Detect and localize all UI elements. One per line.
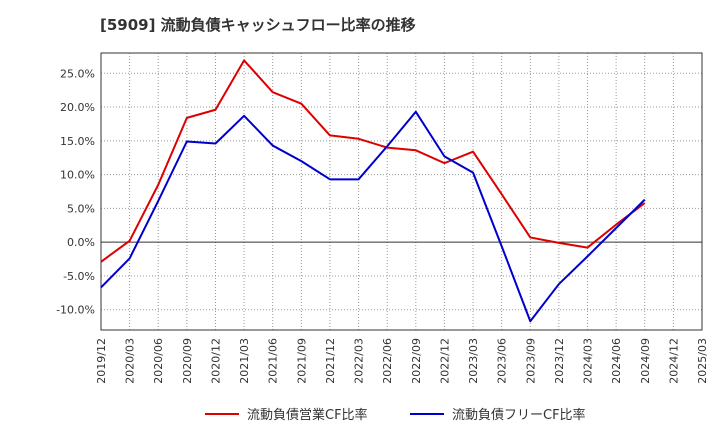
x-tick-label: 2020/03 [124,338,137,384]
x-tick-label: 2021/03 [238,338,251,384]
x-tick-label: 2024/12 [667,338,680,384]
x-tick-label: 2022/12 [438,338,451,384]
legend-swatch-series1 [205,412,239,415]
tick-label-layer: 2019/12 2020/03 2020/06 2020/09 2020/12 2021/… [56,67,709,383]
legend-label-series1: 流動負債営業CF比率 [247,408,368,423]
x-tick-label: 2022/03 [353,338,366,384]
y-tick-label: -10.0% [56,304,95,317]
series-line-2 [100,110,646,323]
x-tick-label: 2023/12 [553,338,566,384]
x-tick-label: 2024/09 [639,338,652,384]
chart-title: [5909] 流動負債キャッシュフロー比率の推移 [100,16,416,34]
y-tick-label: 5.0% [67,202,95,215]
x-tick-label: 2023/09 [524,338,537,384]
legend: 流動負債営業CF比率 流動負債フリーCF比率 [0,404,720,428]
y-tick-label: 0.0% [67,236,95,249]
series-line-1 [100,59,646,263]
x-tick-label: 2020/12 [209,338,222,384]
y-tick-label: 10.0% [60,169,95,182]
axis-layer [100,52,703,331]
legend-item-series2: 流動負債フリーCF比率 [410,404,586,423]
y-tick-label: 20.0% [60,101,95,114]
x-tick-label: 2023/06 [496,338,509,384]
x-tick-label: 2023/03 [467,338,480,384]
y-tick-label: -5.0% [63,270,95,283]
x-tick-label: 2021/09 [295,338,308,384]
legend-label-series2: 流動負債フリーCF比率 [452,408,586,423]
x-tick-label: 2021/12 [324,338,337,384]
y-tick-label: 15.0% [60,135,95,148]
grid-layer [100,53,703,330]
x-tick-label: 2021/06 [267,338,280,384]
legend-swatch-series2 [410,412,444,415]
x-tick-label: 2022/09 [410,338,423,384]
plot-border [100,52,703,331]
x-tick-label: 2024/03 [582,338,595,384]
x-tick-label: 2019/12 [95,338,108,384]
x-tick-label: 2022/06 [381,338,394,384]
legend-item-series1: 流動負債営業CF比率 [205,404,368,423]
x-tick-label: 2020/06 [152,338,165,384]
y-tick-label: 25.0% [60,67,95,80]
x-tick-label: 2024/06 [610,338,623,384]
series-layer [100,59,646,323]
x-tick-label: 2020/09 [181,338,194,384]
x-tick-label: 2025/03 [696,338,709,384]
plot-area [101,53,702,330]
